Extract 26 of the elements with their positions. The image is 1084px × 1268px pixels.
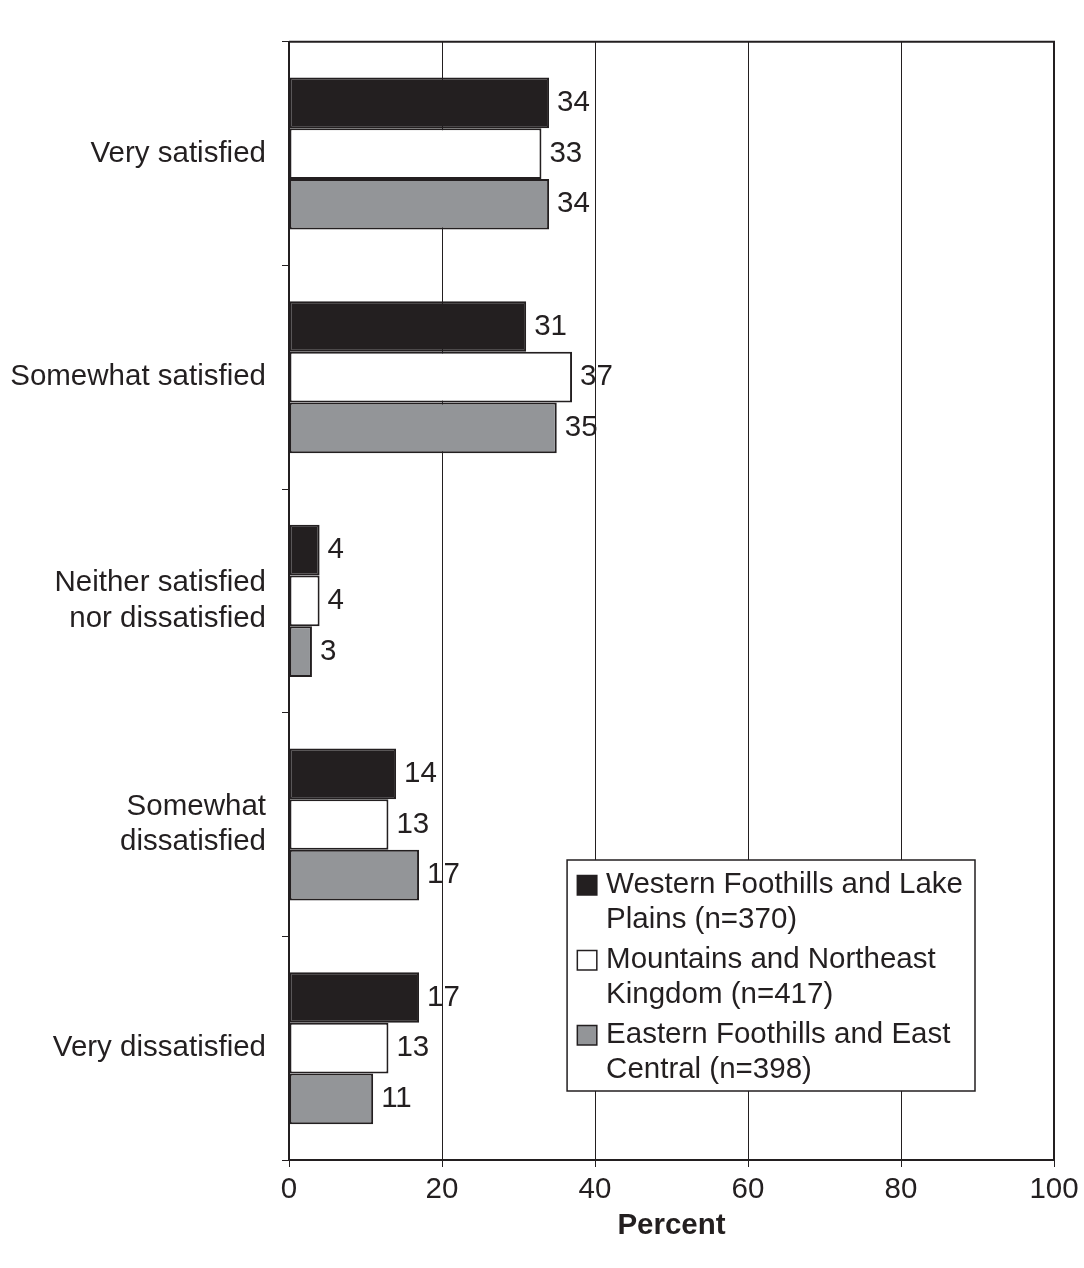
x-tick-label: 0 — [280, 1170, 298, 1204]
data-label: 4 — [327, 531, 345, 565]
data-label: 11 — [381, 1080, 412, 1114]
data-label: 31 — [534, 307, 567, 341]
data-label: 3 — [319, 632, 337, 666]
x-tick-label: 60 — [731, 1170, 765, 1204]
legend-label: Eastern Foothills and East Central (n=398) — [606, 1016, 951, 1084]
y-tick-label: Somewhat satisfied — [10, 358, 266, 392]
data-label: 14 — [404, 754, 437, 788]
data-label: 34 — [557, 185, 590, 219]
legend-label: Mountains and Northeast Kingdom (n=417) — [606, 941, 936, 1009]
data-label: 34 — [557, 83, 590, 117]
legend-label: Western Foothills and Lake Plains (n=370) — [606, 866, 964, 934]
y-tick-label: Neither satisfied nor dissatisfied — [54, 564, 266, 633]
y-tick-label: Very satisfied — [90, 134, 266, 168]
y-tick-label: Somewhat dissatisfied — [120, 787, 266, 857]
x-tick-label: 40 — [578, 1170, 612, 1204]
x-axis-title: Percent — [617, 1207, 726, 1241]
data-label: 13 — [396, 805, 430, 839]
x-tick-label: 80 — [884, 1170, 918, 1204]
y-tick-label: Very dissatisfied — [52, 1029, 266, 1063]
x-tick-label: 20 — [425, 1170, 459, 1204]
data-label: 33 — [549, 134, 583, 168]
data-label: 13 — [396, 1029, 430, 1063]
x-tick-label: 100 — [1029, 1170, 1079, 1204]
data-label: 4 — [327, 581, 345, 615]
